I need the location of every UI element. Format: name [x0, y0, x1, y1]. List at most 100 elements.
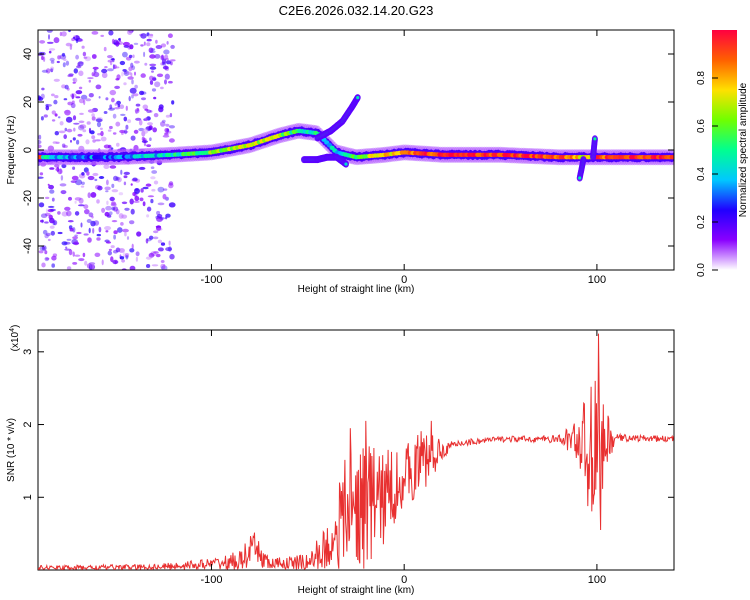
noise-speckle	[61, 31, 67, 37]
noise-speckle	[51, 110, 56, 115]
noise-speckle	[91, 215, 94, 219]
noise-speckle	[103, 164, 110, 169]
noise-speckle	[92, 172, 99, 177]
noise-speckle	[133, 129, 139, 134]
noise-speckle	[139, 90, 145, 96]
noise-speckle	[142, 201, 146, 207]
noise-speckle	[88, 79, 92, 83]
noise-speckle	[87, 237, 92, 243]
noise-speckle	[117, 227, 123, 233]
noise-speckle	[65, 60, 70, 66]
noise-speckle	[104, 226, 112, 231]
noise-speckle	[96, 121, 102, 128]
noise-speckle	[61, 241, 68, 246]
noise-speckle	[123, 45, 130, 48]
noise-speckle	[134, 60, 140, 64]
noise-speckle	[45, 232, 51, 237]
noise-speckle	[73, 77, 78, 83]
noise-speckle	[92, 227, 95, 234]
snr-scale-exp: 4	[9, 328, 16, 332]
noise-speckle	[153, 96, 157, 100]
noise-speckle	[43, 56, 46, 62]
noise-speckle	[161, 54, 164, 60]
noise-speckle	[106, 200, 109, 205]
noise-speckle	[75, 179, 83, 186]
noise-speckle	[48, 34, 50, 40]
noise-speckle	[133, 42, 139, 46]
noise-speckle	[128, 66, 133, 72]
noise-speckle	[155, 225, 162, 228]
noise-speckle	[145, 183, 152, 187]
noise-speckle	[123, 70, 130, 76]
noise-speckle	[165, 213, 171, 218]
noise-speckle	[80, 185, 85, 188]
noise-speckle	[128, 95, 131, 102]
noise-speckle	[140, 44, 144, 47]
noise-speckle	[60, 190, 67, 195]
noise-speckle	[49, 57, 55, 62]
noise-speckle	[155, 253, 161, 258]
noise-speckle	[113, 230, 118, 235]
noise-speckle	[134, 84, 138, 89]
noise-speckle	[92, 66, 99, 70]
noise-speckle	[123, 181, 127, 186]
noise-speckle	[109, 125, 113, 130]
noise-speckle	[85, 98, 92, 102]
noise-speckle	[142, 128, 149, 134]
noise-speckle	[103, 46, 107, 52]
noise-speckle	[120, 222, 124, 226]
noise-speckle	[134, 108, 140, 114]
noise-speckle	[153, 180, 159, 185]
noise-speckle	[151, 88, 157, 92]
noise-speckle	[113, 234, 116, 240]
chart-title: C2E6.2026.032.14.20.G23	[279, 3, 434, 18]
x-tick-label: -100	[200, 274, 222, 286]
noise-speckle	[88, 93, 94, 98]
noise-speckle	[41, 262, 46, 268]
noise-speckle	[112, 259, 119, 265]
noise-speckle	[48, 184, 54, 190]
noise-speckle	[40, 219, 44, 223]
noise-speckle	[169, 125, 175, 129]
noise-speckle	[44, 221, 49, 224]
noise-speckle	[146, 206, 152, 212]
noise-speckle	[105, 97, 109, 101]
noise-speckle	[39, 172, 44, 176]
noise-speckle	[93, 71, 100, 78]
snr-panel: -100 0 100 1 2 3 Height of straight line (km)…	[6, 325, 675, 596]
noise-speckle	[110, 256, 114, 263]
noise-speckle	[124, 253, 129, 258]
noise-speckle	[78, 258, 85, 262]
noise-speckle	[57, 116, 61, 119]
noise-speckle	[112, 132, 117, 135]
noise-speckle	[136, 107, 140, 112]
noise-speckle	[40, 213, 48, 218]
noise-speckle	[38, 96, 44, 101]
noise-speckle	[121, 214, 128, 219]
noise-speckle	[94, 252, 101, 257]
snr-scale-note: (x104)	[9, 325, 21, 352]
noise-speckle	[38, 134, 42, 140]
noise-speckle	[135, 251, 140, 257]
noise-speckle	[162, 134, 170, 138]
noise-speckle	[45, 208, 48, 214]
noise-speckle	[121, 259, 125, 263]
colorbar-tick-label: 0.6	[696, 119, 707, 133]
colorbar-gradient	[712, 30, 737, 270]
x-tick-label: 100	[588, 274, 606, 286]
noise-speckle	[164, 58, 169, 61]
noise-speckle	[111, 201, 117, 206]
noise-speckle	[74, 254, 81, 257]
noise-speckle	[170, 44, 175, 49]
noise-speckle	[68, 249, 73, 256]
noise-speckle	[101, 68, 108, 74]
noise-speckle	[72, 81, 76, 84]
noise-speckle	[129, 248, 135, 253]
noise-speckle	[124, 232, 127, 237]
noise-speckle	[46, 30, 53, 33]
noise-speckle	[107, 250, 113, 256]
spectrogram-y-label: Frequency (Hz)	[6, 116, 17, 185]
noise-speckle	[89, 130, 95, 135]
noise-speckle	[55, 168, 58, 171]
noise-speckle	[129, 265, 136, 270]
